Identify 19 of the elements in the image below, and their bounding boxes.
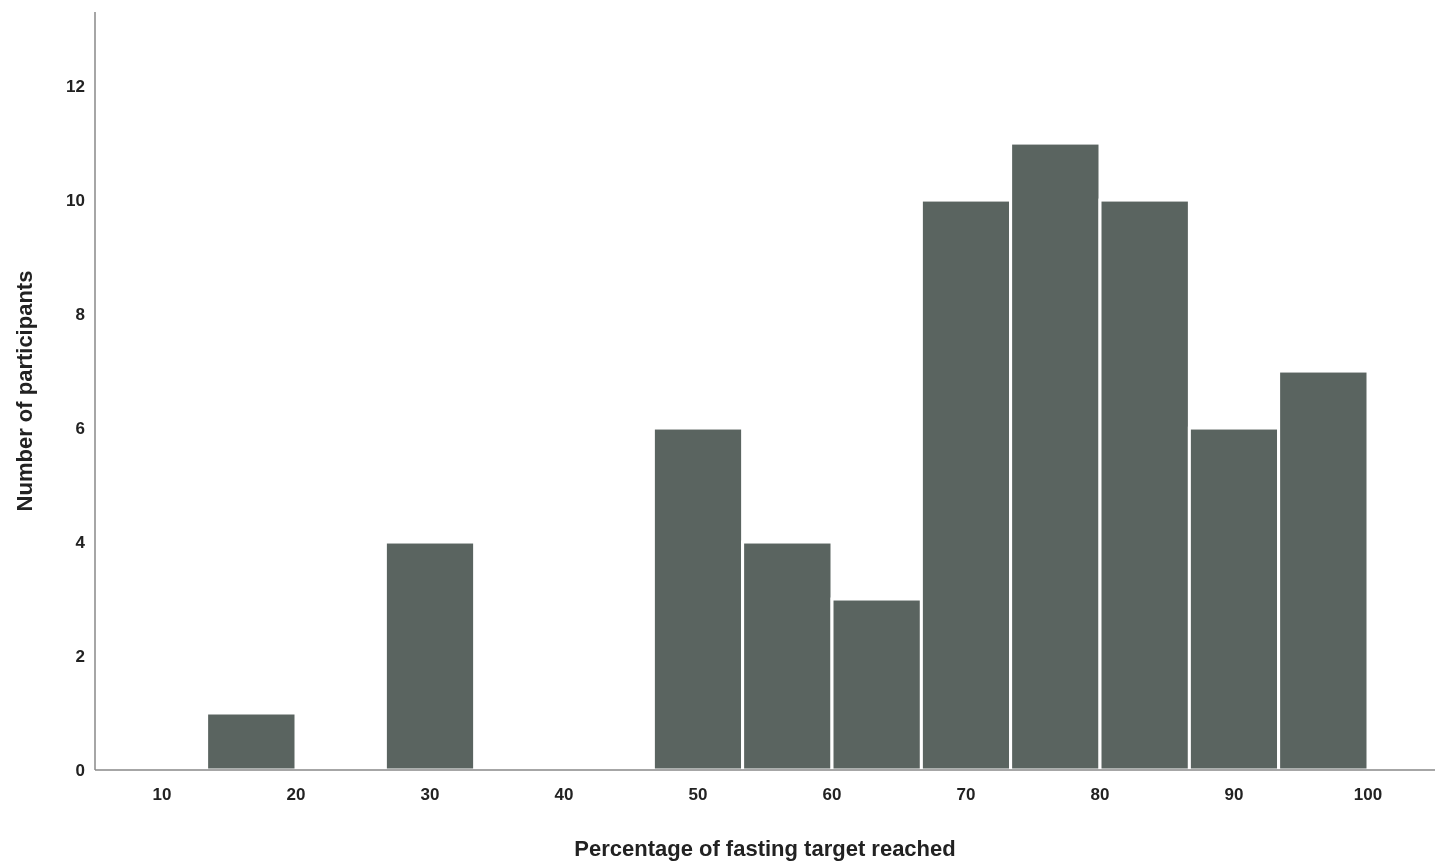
y-tick-label: 2 [75,646,85,666]
x-tick-label: 30 [420,785,440,804]
x-tick-label: 70 [956,785,976,804]
x-tick-label: 10 [152,785,172,804]
y-tick-label: 4 [75,532,86,552]
x-tick-label: 50 [688,785,708,804]
y-tick-label: 6 [75,419,85,438]
x-tick-label: 90 [1224,785,1244,804]
x-tick-label: 20 [286,785,306,804]
x-tick-label: 80 [1090,785,1110,804]
y-axis-title: Number of participants [12,270,37,512]
x-axis-title: Percentage of fasting target reached [574,836,956,861]
x-tick-label: 60 [822,785,842,804]
x-tick-label: 40 [554,785,574,804]
y-tick-label: 8 [75,305,85,325]
y-tick-label: 0 [75,760,85,780]
y-tick-label: 12 [66,77,85,97]
y-tick-label: 10 [66,191,85,211]
x-tick-label: 100 [1353,785,1383,804]
